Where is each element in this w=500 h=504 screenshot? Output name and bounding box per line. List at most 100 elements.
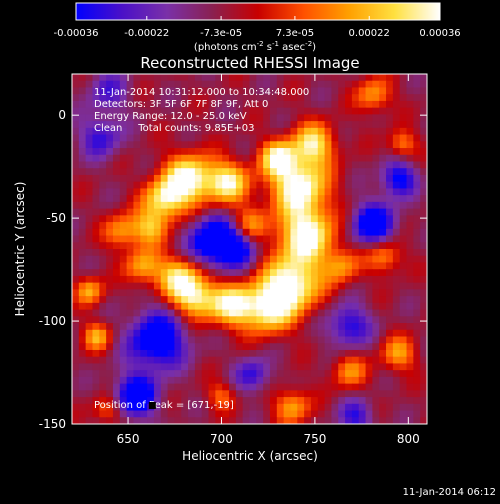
heatmap-cell [222,262,230,270]
heatmap-cell [283,262,292,270]
heatmap-cell [351,141,360,149]
heatmap-cell [338,134,346,142]
heatmap-cell [215,195,223,203]
heatmap-cell [229,383,237,391]
heatmap-cell [263,336,271,344]
heatmap-cell [106,249,114,257]
heatmap-cell [365,161,373,169]
heatmap-cell [331,100,339,109]
heatmap-cell [106,323,114,331]
heatmap-cell [304,383,312,391]
heatmap-cell [174,302,182,311]
heatmap-cell [392,417,401,424]
heatmap-cell [106,356,114,365]
heatmap-cell [297,127,305,136]
heatmap-cell [372,349,380,358]
heatmap-cell [351,87,360,95]
heatmap-cell [235,242,244,250]
heatmap-cell [235,349,244,358]
heatmap-cell [324,181,333,190]
heatmap-cell [338,410,346,418]
peak-position-label: Position of Peak = [671,-19] [94,400,234,411]
heatmap-cell [386,154,394,163]
heatmap-cell [249,275,257,284]
heatmap-cell [351,383,360,391]
heatmap-cell [92,309,100,317]
heatmap-cell [420,282,427,290]
heatmap-cell [386,168,394,176]
heatmap-cell [174,349,182,358]
heatmap-cell [160,235,169,243]
heatmap-cell [406,249,414,257]
heatmap-cell [365,80,373,89]
heatmap-cell [106,269,114,277]
heatmap-cell [72,323,80,331]
heatmap-cell [222,417,230,424]
heatmap-cell [140,208,148,216]
heatmap-cell [310,329,319,338]
heatmap-cell [242,376,251,385]
heatmap-cell [85,168,94,176]
heatmap-cell [119,208,128,216]
heatmap-cell [331,296,339,304]
heatmap-cell [338,141,346,149]
heatmap-cell [85,174,94,183]
heatmap-cell [99,74,107,82]
heatmap-cell [140,201,148,210]
heatmap-cell [379,168,387,176]
heatmap-cell [201,370,210,378]
heatmap-cell [413,370,421,378]
heatmap-cell [126,417,135,424]
heatmap-cell [379,141,387,149]
heatmap-cell [229,323,237,331]
heatmap-cell [358,222,367,230]
heatmap-cell [351,376,360,385]
heatmap-cell [106,181,114,190]
heatmap-cell [72,168,80,176]
heatmap-cell [153,222,162,230]
heatmap-cell [331,201,339,210]
heatmap-cell [297,195,305,203]
heatmap-cell [126,80,135,89]
heatmap-cell [167,100,176,109]
heatmap-cell [215,356,223,365]
heatmap-cell [112,201,121,210]
heatmap-cell [256,390,264,398]
heatmap-cell [290,302,298,311]
heatmap-cell [276,242,285,250]
heatmap-cell [372,127,380,136]
heatmap-cell [119,107,128,115]
heatmap-cell [78,228,87,237]
heatmap-cell [229,343,237,351]
heatmap-cell [290,121,298,129]
heatmap-cell [208,134,216,142]
heatmap-cell [331,74,339,82]
heatmap-cell [85,282,94,290]
heatmap-cell [338,148,346,156]
heatmap-cell [276,188,285,196]
heatmap-cell [181,181,189,190]
heatmap-cell [399,370,408,378]
heatmap-cell [317,161,326,169]
heatmap-cell [269,289,278,297]
heatmap-cell [372,141,380,149]
colorbar-tick-label: 7.3e-05 [276,28,314,39]
heatmap-cell [249,195,257,203]
heatmap-cell [392,282,401,290]
heatmap-cell [324,188,333,196]
heatmap-cell [399,154,408,163]
heatmap-cell [399,255,408,264]
heatmap-cell [72,188,80,196]
heatmap-cell [167,141,176,149]
heatmap-cell [372,228,380,237]
heatmap-cell [263,195,271,203]
heatmap-cell [92,174,100,183]
heatmap-cell [181,349,189,358]
heatmap-cell [140,141,148,149]
heatmap-cell [147,410,155,418]
heatmap-cell [181,363,189,371]
heatmap-cell [119,356,128,365]
heatmap-cell [310,195,319,203]
heatmap-cell [372,343,380,351]
heatmap-cell [269,154,278,163]
